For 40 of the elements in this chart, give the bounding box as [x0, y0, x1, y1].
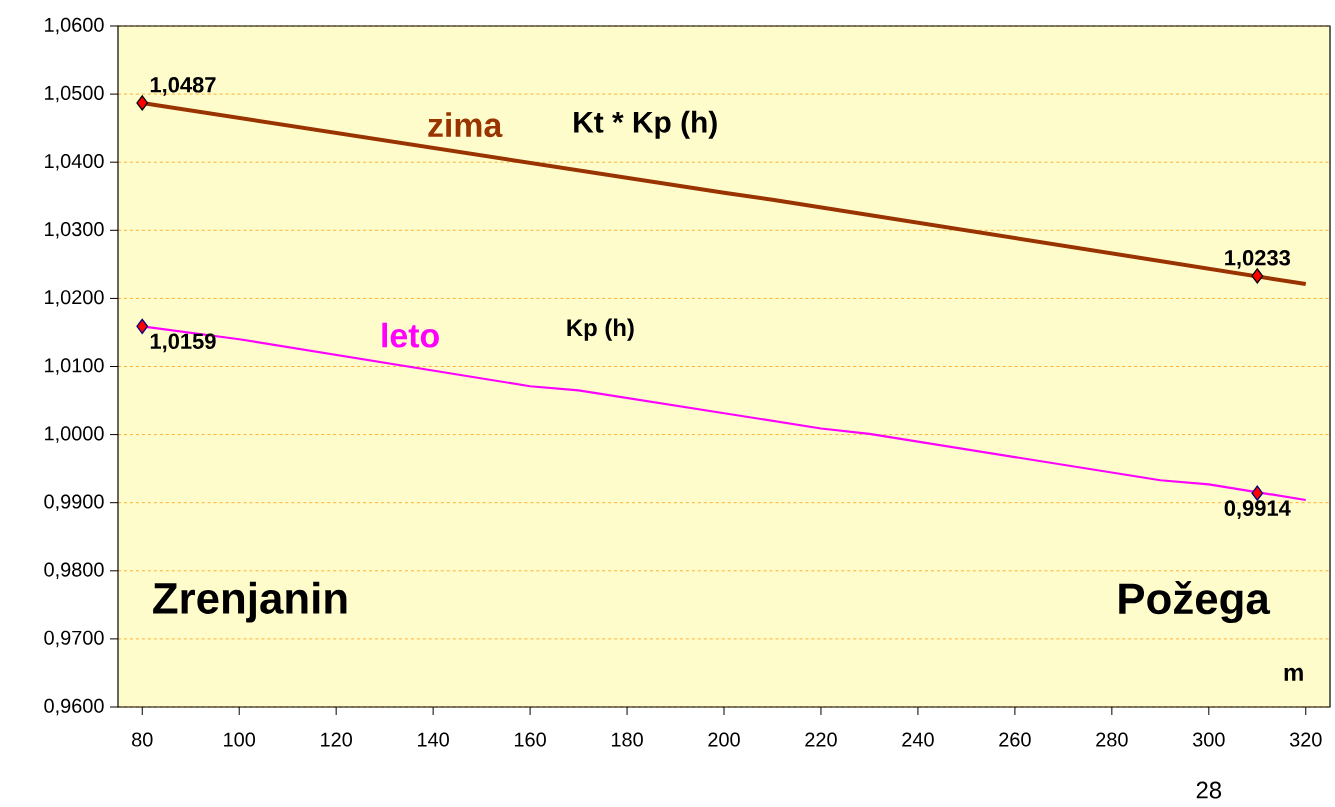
x-tick-label: 240: [902, 732, 934, 747]
data-label: 1,0487: [150, 77, 216, 96]
annotation: Kt * Kp (h): [574, 110, 717, 139]
y-tick-label: 1,0000: [45, 426, 104, 443]
data-label: 1,0159: [150, 333, 216, 353]
x-tick-label: 80: [132, 732, 153, 747]
x-tick-label: 200: [708, 732, 740, 747]
series-label: zima: [428, 112, 503, 138]
x-tick-label: 260: [999, 732, 1031, 747]
point: [136, 318, 149, 334]
point: [1251, 485, 1264, 501]
x-tick-label: 280: [1096, 732, 1128, 747]
data-label: 0,9914: [1224, 500, 1291, 520]
y-tick-label: 0,9700: [44, 630, 104, 648]
x-axis-title: m: [1284, 667, 1303, 681]
x-tick-label: 140: [418, 732, 449, 747]
annotation: Požega: [1119, 581, 1271, 624]
y-tick-label: 1,0100: [45, 358, 104, 375]
x-tick-label: 180: [611, 732, 643, 747]
x-tick-label: 100: [224, 732, 256, 747]
annotation: Zrenjanin: [153, 581, 347, 623]
y-tick-label: 0,9600: [44, 698, 104, 716]
series-label: leto: [382, 322, 439, 348]
y-tick-label: 1,0400: [45, 153, 104, 171]
text: 28: [1196, 781, 1222, 799]
x-tick-label: 120: [321, 732, 352, 747]
x-tick-label: 220: [805, 732, 837, 747]
data-label: 1,0233: [1225, 250, 1291, 269]
x-tick-label: 300: [1192, 732, 1225, 747]
y-tick-label: 0,9900: [44, 494, 104, 511]
x-tick-label: 160: [514, 732, 546, 747]
y-tick-label: 1,0600: [45, 17, 104, 35]
point: [1251, 268, 1264, 284]
point: [136, 95, 149, 111]
y-tick-label: 1,0500: [45, 85, 104, 103]
x-tick-label: 320: [1289, 732, 1322, 747]
annotation: Kp (h): [567, 318, 634, 341]
y-tick-label: 0,9800: [44, 562, 104, 580]
y-tick-label: 1,0200: [45, 290, 104, 307]
y-tick-label: 1,0300: [45, 222, 104, 239]
